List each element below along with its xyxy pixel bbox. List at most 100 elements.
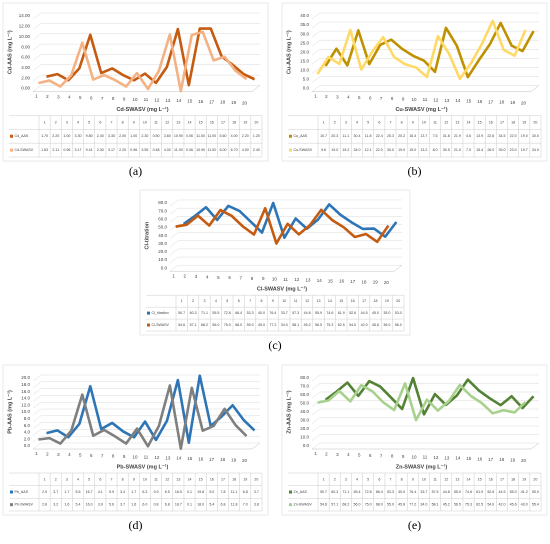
- table-header: 4: [215, 299, 217, 303]
- axis-floor: [170, 265, 403, 272]
- x-tick-label: 10: [133, 454, 139, 459]
- table-cell: 0.8: [154, 503, 159, 507]
- x-tick-label: 2: [325, 94, 328, 99]
- table-cell: 6.0: [142, 503, 147, 507]
- y-tick-label: 6.0: [24, 423, 31, 428]
- table-cell: 33.7: [281, 311, 288, 315]
- table-cell: 42.0: [361, 323, 368, 327]
- legend-swatch: [289, 134, 292, 138]
- table-cell: 55.0: [387, 503, 394, 507]
- table-cell: 16.7: [86, 490, 93, 494]
- table-header: 15: [478, 120, 482, 124]
- table-header: 6: [99, 477, 101, 481]
- grid-line: [311, 67, 539, 74]
- table-cell: 1.7: [64, 490, 69, 494]
- legend-label: Zn-SWASV: [294, 503, 313, 507]
- table-cell: 5.6: [109, 503, 114, 507]
- x-tick-label: 15: [328, 278, 334, 283]
- table-cell: 56.5: [454, 503, 461, 507]
- table-header: 15: [339, 299, 343, 303]
- table-cell: 75.0: [224, 323, 231, 327]
- table-cell: 1.00: [63, 134, 70, 138]
- table-header: 20: [254, 120, 258, 124]
- x-tick-label: 7: [380, 453, 383, 458]
- y-tick-label: 80.0: [300, 375, 309, 380]
- table-cell: 66.4: [376, 490, 383, 494]
- x-tick-label: 16: [477, 99, 483, 104]
- panel-frame: [139, 189, 411, 336]
- table-cell: 75.3: [465, 503, 472, 507]
- table-cell: 22.0: [510, 134, 517, 138]
- table-cell: 75.0: [365, 503, 372, 507]
- grid-line: [169, 224, 402, 231]
- x-tick-label: 8: [112, 454, 115, 459]
- table-cell: 44.5: [361, 311, 368, 315]
- grid-line: [32, 374, 260, 382]
- table-cell: 4.00: [242, 148, 249, 152]
- x-tick-label: 14: [176, 456, 182, 461]
- x-tick-label: 2: [184, 274, 187, 279]
- table-header: 2: [334, 120, 336, 124]
- grid-line: [32, 442, 260, 450]
- y-tick-label: 12.0: [21, 402, 30, 407]
- x-tick-label: 12: [294, 277, 300, 282]
- table-cell: 56.0: [395, 323, 402, 327]
- series-line: [38, 30, 248, 93]
- table-cell: 45.6: [510, 503, 517, 507]
- table-cell: 45.6: [372, 323, 379, 327]
- legend-swatch: [289, 148, 292, 152]
- table-header: 16: [210, 120, 214, 124]
- x-tick-label: 13: [444, 98, 450, 103]
- grid-line: [32, 388, 260, 395]
- table-header: 1: [44, 477, 46, 481]
- table-header: 14: [188, 120, 192, 124]
- series-line: [324, 376, 535, 416]
- table-cell: 55.4: [354, 490, 361, 494]
- table-cell: 20.2: [398, 134, 405, 138]
- table-cell: 61.9: [338, 311, 345, 315]
- table-header: 4: [77, 477, 79, 481]
- grid-line: [32, 401, 260, 409]
- table-cell: 36.0: [383, 323, 390, 327]
- grid-line: [311, 39, 539, 47]
- x-tick-label: 8: [391, 454, 394, 459]
- grid-line: [311, 434, 539, 441]
- x-tick-label: 2: [46, 452, 49, 457]
- y-tick-label: 8.00: [21, 44, 30, 49]
- x-tick-label: 4: [347, 95, 350, 100]
- table-cell: 1.00: [130, 134, 137, 138]
- table-cell: 19.0: [521, 134, 528, 138]
- table-cell: 3.8: [254, 503, 259, 507]
- x-tick-label: 9: [123, 454, 126, 459]
- table-cell: 15.2: [342, 148, 349, 152]
- table-cell: 15.4: [476, 148, 483, 152]
- table-header: 18: [232, 120, 236, 124]
- x-tick-label: 3: [336, 452, 339, 457]
- x-tick-label: 8: [112, 96, 115, 101]
- x-tick-label: 1: [35, 94, 38, 99]
- x-tick-label: 5: [79, 453, 82, 458]
- table-cell: 44.8: [304, 311, 311, 315]
- y-axis-title: Pb-AAS (mg L⁻¹): [6, 390, 13, 434]
- table-header: 6: [378, 477, 380, 481]
- panel: Cu-AAS (mg L⁻¹) 0.0 5.0 10.0 15.0 20.0 25.0 30.…: [281, 2, 548, 178]
- y-axis-title: Cl-titration: [144, 221, 150, 249]
- table-cell: 4.1: [98, 490, 103, 494]
- x-tick-label: 17: [488, 457, 494, 462]
- x-tick-label: 3: [57, 452, 60, 457]
- y-tick-label: 14.00: [19, 13, 31, 18]
- table-cell: 9.80: [86, 134, 93, 138]
- table-header: 3: [345, 477, 347, 481]
- x-tick-label: 7: [101, 453, 104, 458]
- table-cell: 6.00: [219, 148, 226, 152]
- table-cell: 45.2: [443, 503, 450, 507]
- table-cell: 5.0: [209, 490, 214, 494]
- table-header: 8: [401, 477, 403, 481]
- table-header: 19: [243, 477, 247, 481]
- x-tick-label: 20: [521, 100, 527, 105]
- legend-label: Pb_AAS: [15, 490, 29, 494]
- table-cell: 0.1: [187, 503, 192, 507]
- y-tick-label: 14.0: [21, 396, 30, 401]
- table-header: 16: [489, 477, 493, 481]
- table-cell: 25.3: [387, 134, 394, 138]
